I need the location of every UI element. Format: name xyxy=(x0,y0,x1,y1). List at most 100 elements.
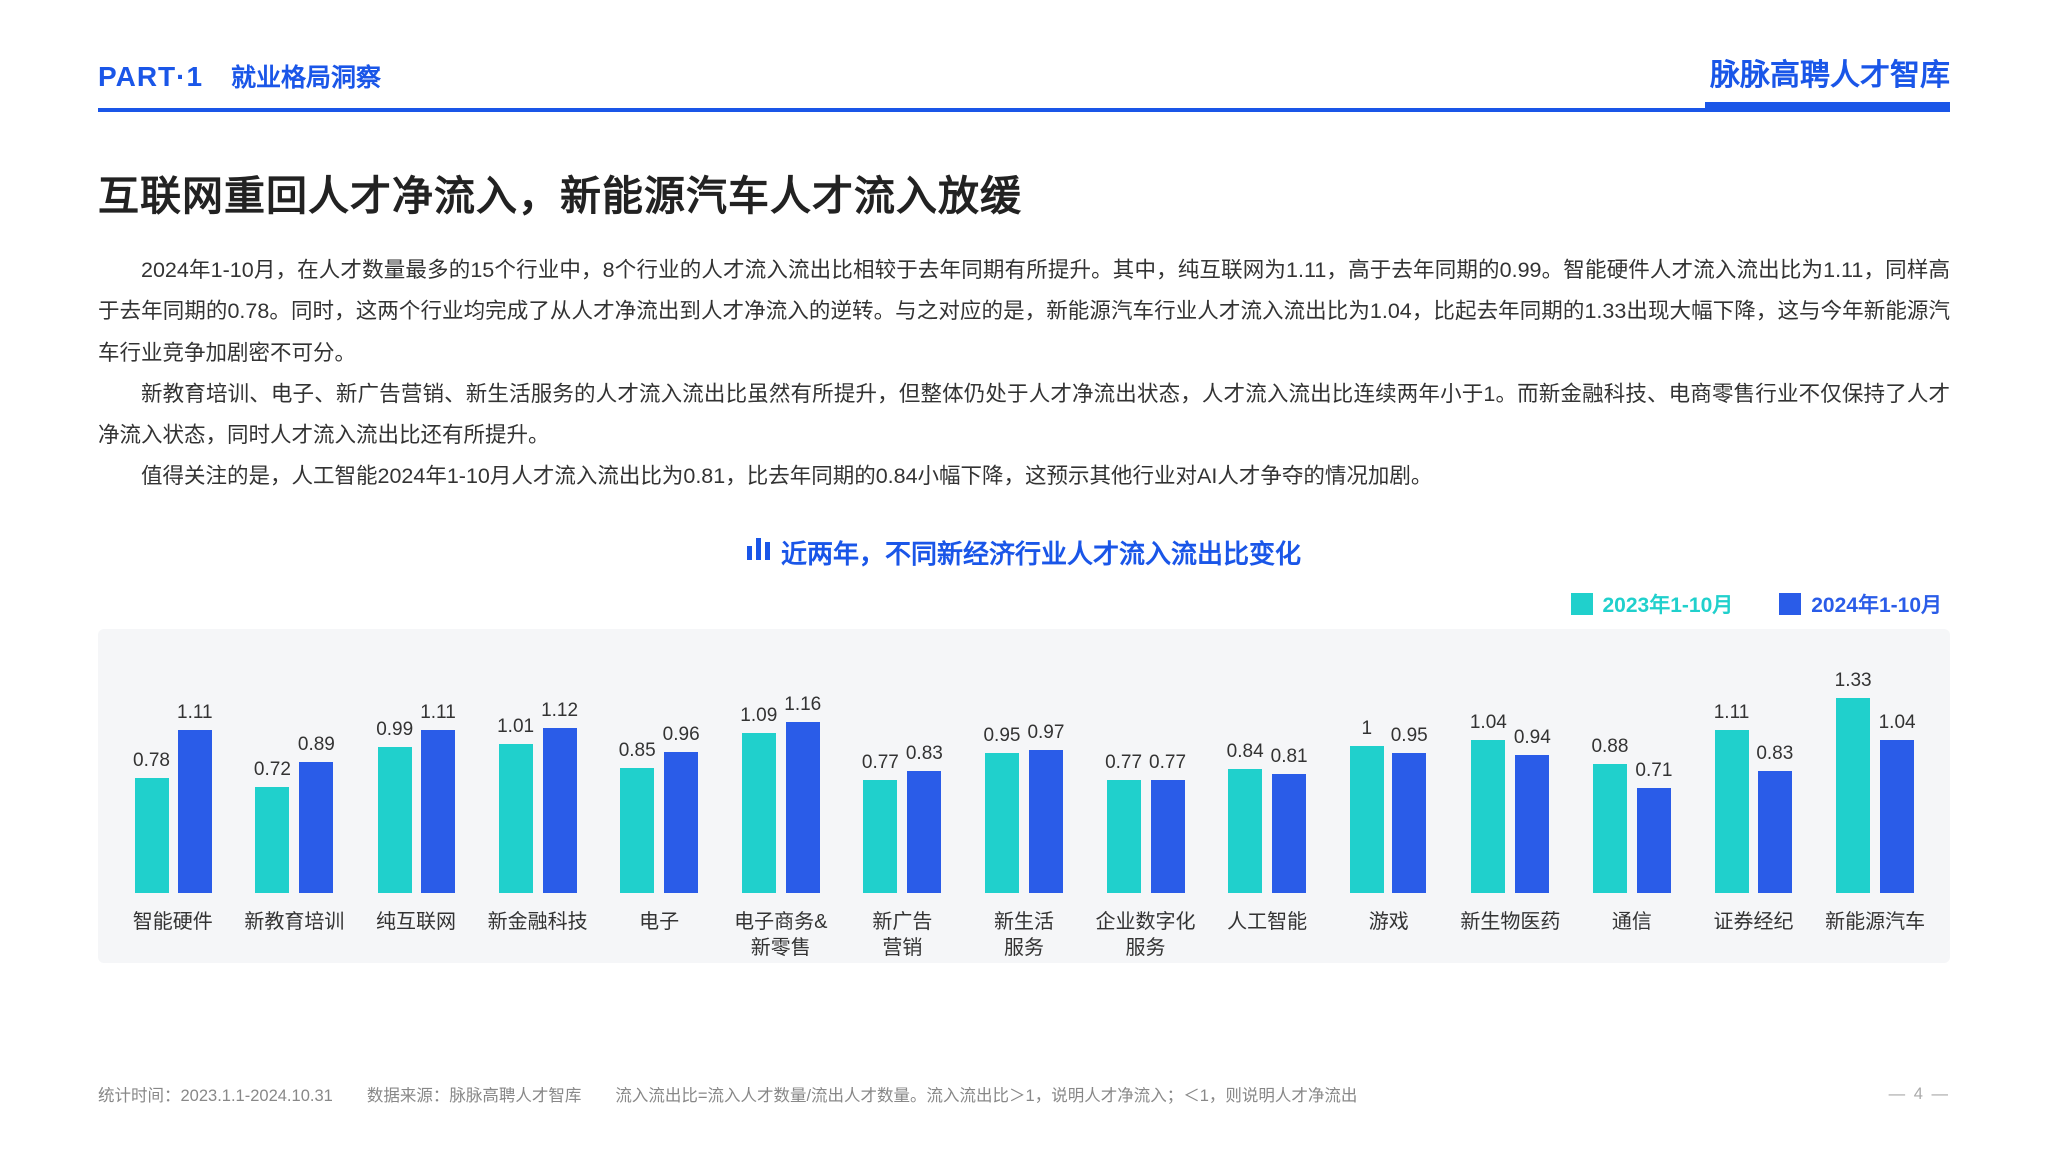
bar-value-label: 0.72 xyxy=(254,759,291,781)
bar xyxy=(1350,746,1384,893)
bar-wrap: 1.11 xyxy=(420,702,456,893)
category-label: 新教育培训 xyxy=(244,909,344,963)
bar-value-label: 0.99 xyxy=(376,719,413,741)
chart-title-row: 近两年，不同新经济行业人才流入流出比变化 xyxy=(98,534,1950,571)
category-group: 1.33 1.04 新能源汽车 xyxy=(1814,633,1936,963)
page-number: — 4 — xyxy=(1889,1085,1950,1104)
bar xyxy=(1637,788,1671,892)
category-label: 新金融科技 xyxy=(488,909,588,963)
body-text: 2024年1-10月，在人才数量最多的15个行业中，8个行业的人才流入流出比相较… xyxy=(98,250,1950,498)
bar-wrap: 1.11 xyxy=(177,702,213,893)
bar-wrap: 1.16 xyxy=(784,694,821,892)
bar-wrap: 0.83 xyxy=(906,743,943,893)
part-subtitle: 就业格局洞察 xyxy=(231,58,381,94)
category-label: 游戏 xyxy=(1369,909,1409,963)
bar-wrap: 1 xyxy=(1350,718,1384,893)
bar xyxy=(1715,730,1749,893)
category-group: 0.840.81人工智能 xyxy=(1206,633,1328,963)
bar-wrap: 0.83 xyxy=(1756,743,1793,893)
bar-pair: 0.720.89 xyxy=(254,633,335,893)
bar xyxy=(135,778,169,892)
bar xyxy=(985,753,1019,892)
bar-chart-icon xyxy=(747,538,771,567)
chart-legend: 2023年1-10月 2024年1-10月 xyxy=(98,589,1950,619)
bar-wrap: 0.77 xyxy=(1149,752,1186,893)
bar-value-label: 0.94 xyxy=(1514,727,1551,749)
bar-value-label: 0.77 xyxy=(1105,752,1142,774)
bar xyxy=(1515,755,1549,893)
bar-wrap: 0.95 xyxy=(983,725,1020,892)
bar-pair: 0.77 0.83 xyxy=(862,633,943,893)
category-label: 智能硬件 xyxy=(133,909,213,963)
footer-stat-time: 统计时间：2023.1.1-2024.10.31 xyxy=(98,1082,333,1106)
legend-label-2023: 2023年1-10月 xyxy=(1603,589,1734,619)
bar-value-label: 1 xyxy=(1361,718,1372,740)
bar xyxy=(620,768,654,893)
chart-title: 近两年，不同新经济行业人才流入流出比变化 xyxy=(781,534,1301,571)
bar xyxy=(1758,771,1792,893)
category-label: 电子 xyxy=(639,909,679,963)
legend-label-2024: 2024年1-10月 xyxy=(1811,589,1942,619)
category-group: 0.78 1.11 智能硬件 xyxy=(112,633,234,963)
bar-value-label: 0.71 xyxy=(1635,760,1672,782)
category-group: 1.091.16电子商务& 新零售 xyxy=(720,633,842,963)
legend-swatch-2023 xyxy=(1571,593,1593,615)
bar-wrap: 0.88 xyxy=(1591,736,1628,893)
bar-pair: 0.95 0.97 xyxy=(983,633,1064,893)
bar-value-label: 0.77 xyxy=(862,752,899,774)
legend-item-2024: 2024年1-10月 xyxy=(1779,589,1942,619)
bar-wrap: 1.11 xyxy=(1714,702,1750,893)
bar-value-label: 1.04 xyxy=(1470,712,1507,734)
bar xyxy=(863,780,897,893)
bar xyxy=(742,733,776,893)
category-label: 通信 xyxy=(1612,909,1652,963)
footer-source: 数据来源：脉脉高聘人才智库 xyxy=(367,1082,582,1106)
bar-pair: 0.78 1.11 xyxy=(133,633,213,893)
bar xyxy=(1392,753,1426,892)
bar xyxy=(543,728,577,892)
category-label: 新广告 营销 xyxy=(872,909,932,963)
bar-value-label: 0.97 xyxy=(1027,722,1064,744)
bar xyxy=(1272,774,1306,893)
bar-wrap: 0.81 xyxy=(1271,746,1308,893)
bar-pair: 0.850.96 xyxy=(619,633,700,893)
bar xyxy=(299,762,333,893)
bar-pair: 0.840.81 xyxy=(1227,633,1308,893)
category-group: 1 0.95 游戏 xyxy=(1328,633,1450,963)
bar-pair: 0.88 0.71 xyxy=(1591,633,1672,893)
bar xyxy=(664,752,698,893)
bar-wrap: 0.96 xyxy=(663,724,700,893)
bar xyxy=(1029,750,1063,892)
bar-pair: 1.01 1.12 xyxy=(497,633,578,893)
bar-value-label: 1.09 xyxy=(740,705,777,727)
bar-wrap: 1.12 xyxy=(541,700,578,892)
bar-wrap: 0.77 xyxy=(1105,752,1142,893)
bar-value-label: 1.01 xyxy=(497,716,534,738)
category-group: 1.110.83证券经纪 xyxy=(1693,633,1815,963)
bar xyxy=(1228,769,1262,892)
page-footer: 统计时间：2023.1.1-2024.10.31 数据来源：脉脉高聘人才智库 流… xyxy=(98,1082,1950,1106)
category-label: 纯互联网 xyxy=(376,909,456,963)
bar xyxy=(255,787,289,893)
bar-value-label: 0.95 xyxy=(1391,725,1428,747)
bar-value-label: 1.11 xyxy=(1714,702,1750,724)
category-label: 新能源汽车 xyxy=(1825,909,1925,963)
category-group: 0.720.89 新教育培训 xyxy=(234,633,356,963)
bar-wrap: 0.84 xyxy=(1227,741,1264,892)
category-group: 1.040.94新生物医药 xyxy=(1450,633,1572,963)
page-title: 互联网重回人才净流入，新能源汽车人才流入放缓 xyxy=(98,162,1950,222)
chart-area: 0.78 1.11 智能硬件 0.720.89 新教育培训 0.99 1.11 纯互联网 1.0… xyxy=(98,629,1950,963)
brand-label: 脉脉高聘人才智库 xyxy=(1710,50,1950,94)
bar xyxy=(786,722,820,892)
bar xyxy=(1471,740,1505,893)
bar-pair: 0.77 0.77 xyxy=(1105,633,1186,893)
bar xyxy=(907,771,941,893)
bar-wrap: 1.09 xyxy=(740,705,777,893)
bar-value-label: 1.33 xyxy=(1835,670,1872,692)
paragraph-1: 2024年1-10月，在人才数量最多的15个行业中，8个行业的人才流入流出比相较… xyxy=(98,250,1950,374)
legend-item-2023: 2023年1-10月 xyxy=(1571,589,1734,619)
bar-value-label: 0.78 xyxy=(133,750,170,772)
footer-left: 统计时间：2023.1.1-2024.10.31 数据来源：脉脉高聘人才智库 流… xyxy=(98,1082,1357,1106)
bar-value-label: 1.04 xyxy=(1879,712,1916,734)
category-group: 0.950.97新生活 服务 xyxy=(963,633,1085,963)
